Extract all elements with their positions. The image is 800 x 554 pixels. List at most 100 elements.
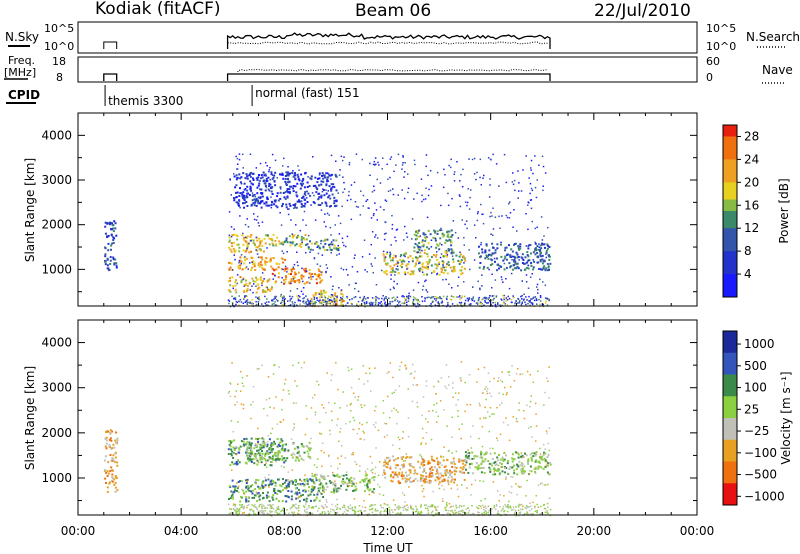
range-cell bbox=[231, 362, 233, 364]
range-cell bbox=[379, 461, 381, 463]
range-cell bbox=[266, 459, 269, 462]
range-cell bbox=[413, 246, 416, 249]
range-cell bbox=[503, 458, 506, 461]
range-cell bbox=[294, 203, 297, 205]
range-cell bbox=[326, 372, 328, 374]
range-cell bbox=[470, 462, 473, 465]
range-cell bbox=[325, 204, 328, 207]
range-cell bbox=[397, 507, 399, 509]
range-cell bbox=[269, 510, 271, 513]
range-cell bbox=[479, 288, 481, 291]
range-cell bbox=[309, 457, 312, 460]
range-cell bbox=[423, 468, 425, 471]
range-cell bbox=[461, 468, 464, 471]
range-cell bbox=[425, 260, 428, 263]
range-cell bbox=[286, 174, 289, 177]
range-cell bbox=[276, 451, 278, 454]
range-cell bbox=[236, 459, 239, 462]
range-cell bbox=[404, 171, 406, 173]
range-cell bbox=[505, 505, 507, 508]
range-cell bbox=[421, 194, 423, 197]
range-cell bbox=[255, 167, 258, 169]
range-cell bbox=[336, 473, 339, 476]
range-cell bbox=[328, 401, 330, 404]
range-cell bbox=[287, 390, 290, 392]
range-cell bbox=[451, 479, 453, 482]
range-cell bbox=[468, 208, 471, 210]
range-cell bbox=[250, 447, 253, 449]
range-cell bbox=[113, 220, 116, 223]
range-cell bbox=[505, 297, 507, 299]
range-cell bbox=[244, 176, 247, 179]
range-cell bbox=[505, 246, 508, 249]
range-cell bbox=[446, 502, 448, 504]
range-cell bbox=[297, 235, 300, 238]
range-cell bbox=[498, 185, 500, 187]
range-cell bbox=[319, 483, 322, 486]
range-cell bbox=[427, 242, 430, 245]
range-cell bbox=[285, 275, 287, 277]
range-cell bbox=[395, 464, 398, 467]
velocity-colorbar-tick-label: 1000 bbox=[744, 337, 775, 351]
range-cell bbox=[243, 194, 245, 197]
range-cell bbox=[255, 445, 257, 447]
range-cell bbox=[496, 513, 499, 515]
range-cell bbox=[412, 511, 414, 513]
range-cell bbox=[401, 263, 404, 265]
range-cell bbox=[316, 274, 319, 277]
range-cell bbox=[489, 468, 492, 471]
range-cell bbox=[453, 173, 455, 175]
range-cell bbox=[273, 302, 275, 305]
range-cell bbox=[290, 282, 292, 284]
range-cell bbox=[422, 465, 424, 467]
range-cell bbox=[354, 254, 356, 256]
range-cell bbox=[351, 266, 354, 268]
range-cell bbox=[489, 215, 491, 218]
range-cell bbox=[437, 505, 439, 508]
range-cell bbox=[413, 469, 416, 472]
range-cell bbox=[511, 509, 513, 511]
range-cell bbox=[422, 461, 425, 464]
range-cell bbox=[296, 288, 299, 290]
range-cell bbox=[335, 474, 338, 477]
range-cell bbox=[494, 464, 497, 467]
range-cell bbox=[251, 492, 254, 495]
range-cell bbox=[266, 247, 268, 249]
range-cell bbox=[509, 254, 512, 257]
range-cell bbox=[283, 196, 286, 199]
range-cell bbox=[418, 304, 421, 306]
range-cell bbox=[513, 469, 516, 472]
range-cell bbox=[236, 191, 239, 194]
range-cell bbox=[536, 509, 538, 512]
range-cell bbox=[355, 488, 358, 491]
range-cell bbox=[253, 462, 256, 465]
range-cell bbox=[234, 186, 237, 189]
range-cell bbox=[442, 235, 445, 238]
range-cell bbox=[413, 265, 416, 268]
header-date: 22/Jul/2010 bbox=[594, 1, 691, 21]
range-cell bbox=[301, 493, 304, 496]
range-cell bbox=[316, 181, 319, 184]
range-cell bbox=[391, 259, 394, 262]
range-cell bbox=[450, 480, 453, 483]
range-cell bbox=[494, 461, 497, 463]
range-cell bbox=[459, 253, 462, 256]
range-cell bbox=[265, 179, 268, 182]
range-cell bbox=[249, 485, 252, 488]
nave-tick-top: 60 bbox=[706, 55, 720, 68]
range-cell bbox=[529, 243, 532, 246]
range-cell bbox=[274, 295, 276, 298]
range-cell bbox=[232, 496, 234, 499]
range-cell bbox=[463, 304, 465, 306]
range-cell bbox=[401, 477, 404, 480]
range-cell bbox=[488, 415, 491, 418]
range-cell bbox=[106, 257, 109, 260]
range-cell bbox=[320, 209, 323, 211]
range-cell bbox=[230, 490, 233, 493]
range-cell bbox=[533, 467, 536, 470]
range-cell bbox=[410, 372, 413, 375]
range-cell bbox=[281, 509, 283, 511]
range-cell bbox=[415, 234, 418, 237]
range-cell bbox=[457, 285, 459, 287]
range-cell bbox=[353, 477, 356, 480]
